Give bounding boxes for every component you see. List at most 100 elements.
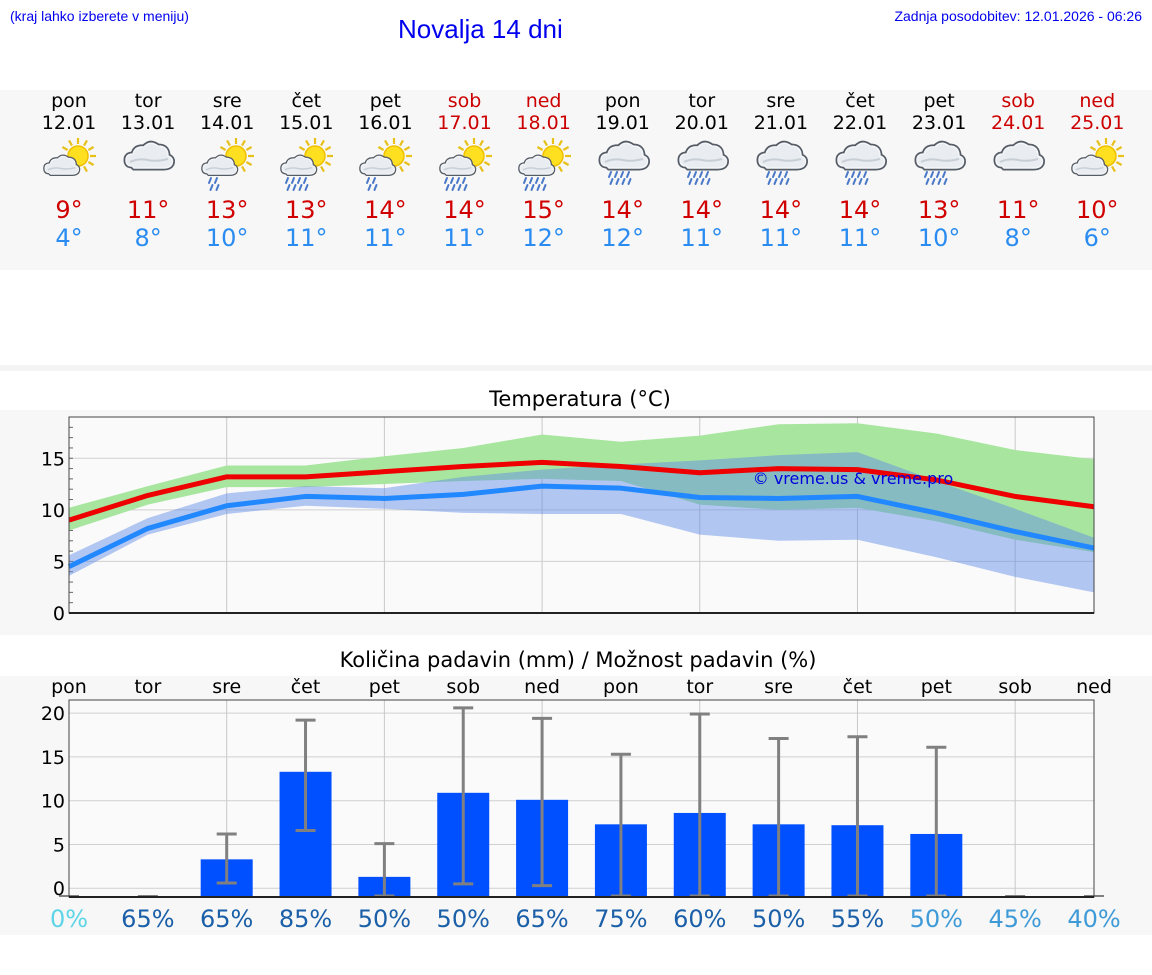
day-date: 12.01 (41, 112, 97, 134)
cloud-body (519, 155, 554, 175)
sun-ray (557, 165, 563, 173)
forecast-day: sob 24.01 11° 8° (978, 90, 1058, 252)
cloud-shape (677, 140, 729, 171)
sun-ray (404, 146, 411, 151)
x-category-label: pon (51, 676, 87, 698)
rain-drop (773, 178, 778, 185)
max-temperature: 11° (996, 196, 1040, 224)
rain-drop (297, 177, 302, 184)
cloud-icon (993, 140, 1046, 171)
rain-drop (208, 177, 213, 184)
max-temperature: 9° (55, 196, 83, 224)
day-date: 18.01 (516, 112, 571, 134)
day-name: pon (604, 90, 641, 112)
rain-drops (285, 177, 309, 191)
rain-drops (607, 171, 632, 185)
cloud-shape (43, 154, 81, 176)
sun-ray (61, 146, 69, 151)
rain-drop (621, 178, 626, 185)
sun-ray (384, 139, 390, 147)
rain-drops (924, 171, 948, 185)
rain-drop (286, 184, 291, 191)
cloud-rain-icon (598, 140, 650, 185)
sun-cloud-rain-icon (517, 138, 571, 191)
x-category-label: tor (134, 676, 161, 698)
location-menu-hint[interactable]: (kraj lahko izberete v meniju) (10, 8, 189, 24)
sun-cloud-icon (1071, 138, 1125, 176)
rain-drop (627, 178, 632, 185)
rain-drop (542, 184, 547, 191)
sun-ray (542, 139, 548, 147)
forecast-day: pet 16.01 14° 11° (345, 90, 425, 252)
max-temperature: 14° (443, 196, 486, 224)
x-category-label: sob (998, 676, 1032, 698)
cloud-body (125, 142, 174, 169)
forecast-day: sre 14.01 13° 10° (187, 90, 267, 252)
rain-drop (619, 171, 624, 178)
max-temperature: 10° (1076, 196, 1119, 224)
sun-ray (299, 146, 306, 151)
cloud-shape (1071, 154, 1109, 176)
cloud-shape (438, 154, 476, 176)
sun-cloud-light-rain-icon (201, 138, 255, 191)
cloud-shade (205, 166, 234, 171)
cloud-body (360, 155, 396, 175)
cloud-shade (841, 158, 881, 163)
rain-drop (688, 178, 693, 185)
rain-drop (924, 171, 929, 178)
rain-drop (530, 184, 535, 191)
cloud-shade (363, 166, 392, 171)
sun-ray (562, 161, 569, 166)
sun-ray (483, 161, 490, 166)
day-name: sob (447, 90, 482, 112)
precipitation-probability: 45% (988, 905, 1041, 933)
forecast-day: pon 12.01 9° 4° (29, 90, 109, 252)
day-name: tor (134, 90, 162, 112)
min-temperature: 11° (443, 224, 486, 252)
day-name: sre (212, 90, 242, 112)
day-name: ned (1079, 90, 1116, 112)
rain-drop (463, 184, 467, 191)
rain-drop (692, 171, 697, 178)
precipitation-probability: 65% (515, 905, 568, 933)
forecast-day: sre 21.01 14° 11° (741, 90, 821, 252)
rain-drop (540, 177, 545, 184)
cloud-body (916, 142, 965, 169)
y-tick-label: 10 (41, 791, 65, 813)
cloud-shape (993, 140, 1046, 171)
rain-drops (686, 171, 711, 185)
x-category-label: pet (369, 676, 400, 698)
forecast-day: pet 23.01 13° 10° (899, 90, 979, 252)
page-title: Novalja 14 dni (398, 14, 563, 44)
cloud-shade (443, 166, 471, 171)
sun-ray (1090, 146, 1097, 151)
rain-drop (372, 177, 377, 184)
rain-drop (449, 177, 454, 184)
rain-drop (931, 178, 936, 185)
sun-ray (1116, 161, 1123, 166)
cloud-shade (920, 158, 960, 163)
cloud-shade (129, 158, 169, 163)
cloud-shape (914, 140, 967, 171)
precipitation-probability: 50% (437, 905, 490, 933)
sun-ray (478, 165, 484, 173)
y-tick-label: 5 (53, 551, 65, 573)
cloud-body (758, 142, 807, 169)
rain-drop (613, 171, 618, 178)
forecast-day: čet 22.01 14° 11° (820, 90, 900, 252)
x-category-label: sre (764, 676, 793, 698)
max-temperature: 13° (917, 196, 961, 224)
rain-drop (857, 171, 861, 178)
sun-ray (1096, 139, 1102, 147)
rain-drop (686, 171, 691, 178)
rain-drops (443, 177, 467, 191)
rain-drop (937, 178, 942, 185)
rain-drop (943, 178, 948, 185)
rain-drops (208, 177, 220, 191)
sun-ray (399, 139, 405, 147)
rain-drop (298, 184, 303, 191)
rain-drop (445, 184, 449, 191)
cloud-shape (201, 154, 239, 176)
precipitation-chart: pon tor sre čet pet sob ned pon tor sre čet pet sob n… (41, 676, 1121, 933)
y-tick-label: 20 (41, 703, 65, 725)
